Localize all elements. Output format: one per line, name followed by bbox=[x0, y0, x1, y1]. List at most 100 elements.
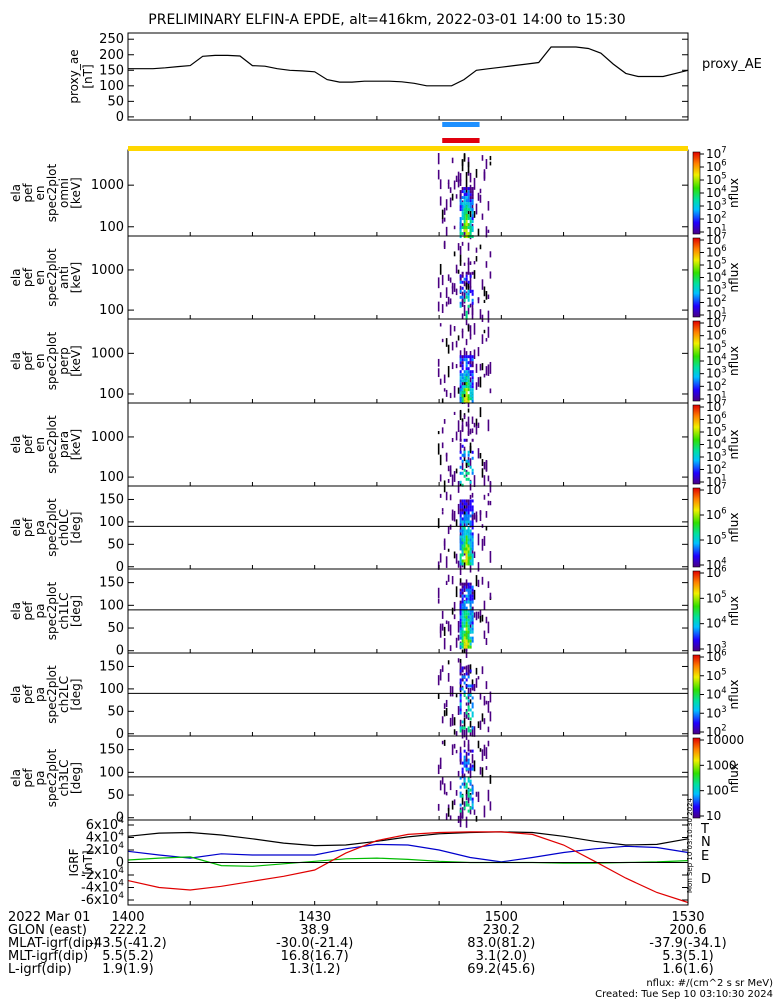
data-pixel bbox=[467, 450, 470, 454]
data-pixel bbox=[461, 459, 464, 463]
ylabel-line: spec2plot bbox=[45, 581, 59, 640]
data-pixel bbox=[459, 687, 462, 691]
data-pixel bbox=[483, 718, 486, 725]
data-pixel bbox=[469, 508, 472, 512]
data-pixel bbox=[461, 535, 464, 539]
data-pixel bbox=[443, 540, 446, 546]
data-pixel bbox=[469, 286, 472, 294]
data-pixel bbox=[461, 618, 464, 622]
data-pixel bbox=[469, 445, 472, 452]
data-pixel bbox=[469, 550, 472, 554]
data-pixel bbox=[485, 511, 488, 518]
data-pixel bbox=[465, 193, 468, 197]
colorbar bbox=[692, 237, 701, 318]
ephemeris-row-label: MLAT-igrf(dip) bbox=[8, 936, 98, 951]
data-pixel bbox=[473, 726, 476, 737]
data-pixel bbox=[481, 459, 484, 467]
data-pixel bbox=[463, 502, 466, 506]
data-pixel bbox=[461, 559, 464, 563]
data-pixel bbox=[463, 806, 466, 810]
data-pixel bbox=[487, 789, 490, 802]
data-pixel bbox=[467, 471, 470, 475]
data-pixel bbox=[459, 274, 462, 278]
data-pixel bbox=[473, 551, 476, 558]
data-pixel bbox=[467, 187, 470, 191]
data-pixel bbox=[483, 536, 486, 546]
data-pixel bbox=[467, 726, 470, 730]
data-pixel bbox=[459, 726, 462, 730]
data-pixel bbox=[463, 740, 466, 748]
data-pixel bbox=[463, 281, 466, 287]
data-pixel bbox=[469, 261, 472, 265]
data-pixel bbox=[461, 726, 464, 730]
data-pixel bbox=[467, 242, 470, 251]
data-pixel bbox=[481, 767, 484, 778]
data-pixel bbox=[477, 562, 480, 572]
data-pixel bbox=[481, 713, 484, 722]
ylabel-line: ch0LC bbox=[57, 509, 71, 546]
data-pixel bbox=[447, 804, 450, 811]
data-pixel bbox=[457, 706, 460, 715]
data-pixel bbox=[471, 754, 474, 764]
ephemeris-row-label: L-igrf(dip) bbox=[8, 962, 72, 977]
ylabel-line: pef bbox=[21, 684, 35, 704]
data-pixel bbox=[451, 157, 454, 164]
data-pixel bbox=[471, 394, 474, 398]
data-pixel bbox=[447, 548, 450, 552]
data-pixel bbox=[461, 214, 464, 218]
data-pixel bbox=[463, 153, 466, 162]
data-pixel bbox=[465, 292, 468, 296]
data-pixel bbox=[467, 226, 470, 230]
data-pixel bbox=[471, 226, 474, 230]
data-pixel bbox=[467, 776, 470, 780]
data-pixel bbox=[459, 456, 462, 460]
ephemeris-value: -43.5(-41.2) bbox=[89, 936, 166, 951]
data-pixel bbox=[473, 422, 476, 428]
data-pixel bbox=[473, 211, 476, 218]
data-pixel bbox=[463, 499, 466, 503]
colorbar-label: nflux bbox=[727, 178, 741, 208]
data-pixel bbox=[471, 585, 474, 589]
data-pixel bbox=[459, 553, 462, 557]
data-pixel bbox=[449, 524, 452, 530]
data-pixel bbox=[463, 681, 466, 685]
data-pixel bbox=[465, 400, 468, 404]
data-pixel bbox=[461, 782, 464, 786]
data-pixel bbox=[469, 377, 472, 387]
data-pixel bbox=[469, 217, 472, 221]
data-pixel bbox=[457, 503, 460, 515]
data-pixel bbox=[465, 684, 468, 688]
data-pixel bbox=[465, 388, 468, 392]
data-pixel bbox=[441, 304, 444, 314]
data-pixel bbox=[455, 175, 458, 182]
data-pixel bbox=[471, 696, 474, 700]
data-pixel bbox=[467, 400, 470, 404]
ylabel-line: pef bbox=[21, 267, 35, 287]
data-pixel bbox=[447, 574, 450, 582]
data-pixel bbox=[459, 612, 462, 616]
data-pixel bbox=[459, 514, 462, 518]
data-pixel bbox=[461, 286, 464, 290]
data-pixel bbox=[441, 623, 444, 631]
data-pixel bbox=[459, 815, 462, 823]
ephemeris-value: 1.9(1.9) bbox=[102, 962, 154, 977]
panel-spec_para: 1001000101102103104105106107nfluxelapefe… bbox=[9, 398, 741, 493]
data-pixel bbox=[459, 173, 462, 182]
data-pixel bbox=[489, 500, 492, 506]
ytick-label: 50 bbox=[107, 537, 124, 552]
data-pixel bbox=[455, 694, 458, 698]
data-pixel bbox=[453, 386, 456, 398]
data-pixel bbox=[453, 471, 456, 482]
data-pixel bbox=[471, 214, 474, 218]
data-pixel bbox=[465, 600, 468, 604]
data-pixel bbox=[471, 562, 474, 566]
data-pixel bbox=[483, 286, 486, 297]
data-pixel bbox=[471, 391, 474, 395]
data-pixel bbox=[439, 196, 442, 206]
data-pixel bbox=[467, 295, 470, 299]
data-pixel bbox=[475, 667, 478, 675]
data-pixel bbox=[481, 666, 484, 675]
data-pixel bbox=[447, 526, 450, 535]
data-pixel bbox=[467, 505, 470, 509]
data-pixel bbox=[463, 289, 466, 293]
